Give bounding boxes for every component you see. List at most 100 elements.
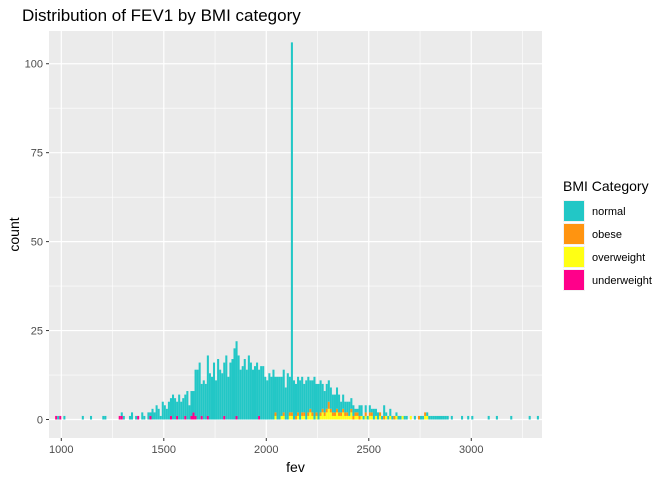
y-axis-label: count (6, 217, 22, 251)
bar-normal (194, 369, 197, 416)
bar-normal (450, 415, 453, 420)
bar-obese (417, 415, 421, 420)
bar-normal (180, 401, 183, 420)
bar-normal (89, 415, 93, 420)
bar-normal (420, 415, 423, 420)
bar-normal (196, 369, 199, 420)
bar-obese (340, 412, 343, 416)
bar-normal (249, 362, 252, 420)
bar-normal (264, 376, 267, 420)
bar-normal (169, 398, 172, 416)
bar-normal (272, 369, 275, 420)
bar-obese (354, 412, 357, 416)
bar-normal (434, 415, 437, 420)
bar-normal (405, 415, 408, 420)
bar-obese (333, 412, 336, 416)
x-tick-label: 2000 (254, 444, 278, 456)
bar-normal (342, 394, 345, 409)
bar-normal (305, 380, 308, 420)
bar-normal (81, 415, 84, 420)
bar-normal (309, 380, 312, 409)
bar-normal (217, 359, 220, 420)
bar-normal (227, 376, 230, 420)
bar-overweight (348, 415, 351, 420)
bar-overweight (321, 412, 324, 420)
bar-normal (161, 401, 164, 420)
bar-normal (202, 380, 205, 420)
bar-underweight (192, 412, 195, 420)
bar-normal (282, 369, 285, 413)
bar-normal (204, 383, 207, 420)
bar-normal (171, 394, 175, 420)
bar-overweight (307, 415, 310, 420)
bar-normal (57, 415, 60, 420)
bar-normal (327, 380, 330, 402)
x-axis: 1000 1500 2000 2500 3000 (49, 438, 484, 456)
bar-obese (352, 415, 355, 420)
x-tick-label: 1500 (152, 444, 176, 456)
bar-obese (383, 415, 386, 420)
bar-normal (436, 415, 439, 420)
bar-normal (155, 405, 158, 420)
bar-normal (391, 415, 394, 420)
bar-normal (212, 362, 216, 420)
bar-obese (311, 412, 314, 416)
bar-obese (319, 412, 322, 416)
bar-normal (225, 355, 228, 420)
bar-overweight (290, 415, 293, 420)
bar-normal (338, 394, 341, 413)
bar-normal (237, 355, 240, 420)
bar-obese (323, 412, 326, 416)
histogram-bars (55, 42, 539, 420)
bar-obese (356, 412, 359, 416)
bar-normal (165, 408, 168, 420)
legend-title: BMI Category (563, 178, 649, 194)
bar-obese (303, 412, 306, 416)
bar-normal (333, 394, 336, 413)
bar-overweight (424, 415, 427, 420)
bar-underweight (258, 415, 261, 420)
bar-normal (141, 412, 144, 420)
y-tick-label: 75 (31, 148, 43, 160)
bar-obese (350, 408, 353, 413)
bar-normal (251, 369, 254, 420)
bar-normal (198, 362, 201, 420)
y-tick-label: 100 (25, 59, 43, 71)
bar-overweight (331, 415, 334, 420)
bar-normal (315, 383, 318, 413)
plot-panel (49, 31, 542, 438)
bar-overweight (309, 412, 312, 420)
bar-normal (389, 408, 392, 416)
bar-normal (372, 408, 375, 420)
bar-normal (413, 415, 416, 420)
bar-overweight (282, 415, 285, 420)
bar-obese (309, 408, 312, 413)
bar-overweight (370, 415, 373, 420)
bar-normal (221, 373, 224, 420)
bar-obese (315, 412, 318, 416)
bar-normal (352, 405, 355, 416)
bar-normal (299, 380, 302, 420)
bar-normal (340, 401, 343, 413)
legend: BMI Category normal obese overweight underw… (563, 178, 652, 291)
bar-normal (387, 415, 390, 420)
bar-overweight (385, 415, 388, 420)
bar-obese (424, 412, 427, 416)
legend-swatch-underweight (564, 270, 584, 290)
bar-normal (294, 383, 298, 416)
bar-normal (319, 380, 322, 413)
bar-normal (102, 415, 105, 420)
bar-normal (128, 415, 131, 420)
bar-normal (428, 415, 431, 420)
bar-normal (210, 376, 213, 420)
bar-underweight (176, 415, 179, 420)
bar-normal (186, 391, 189, 420)
bar-underweight (190, 415, 193, 420)
bar-overweight (319, 415, 322, 420)
legend-items: normal obese overweight underweight (563, 200, 652, 291)
bar-normal (438, 415, 441, 420)
bar-normal (346, 401, 349, 413)
bar-underweight (194, 415, 197, 420)
bar-overweight (325, 412, 328, 420)
